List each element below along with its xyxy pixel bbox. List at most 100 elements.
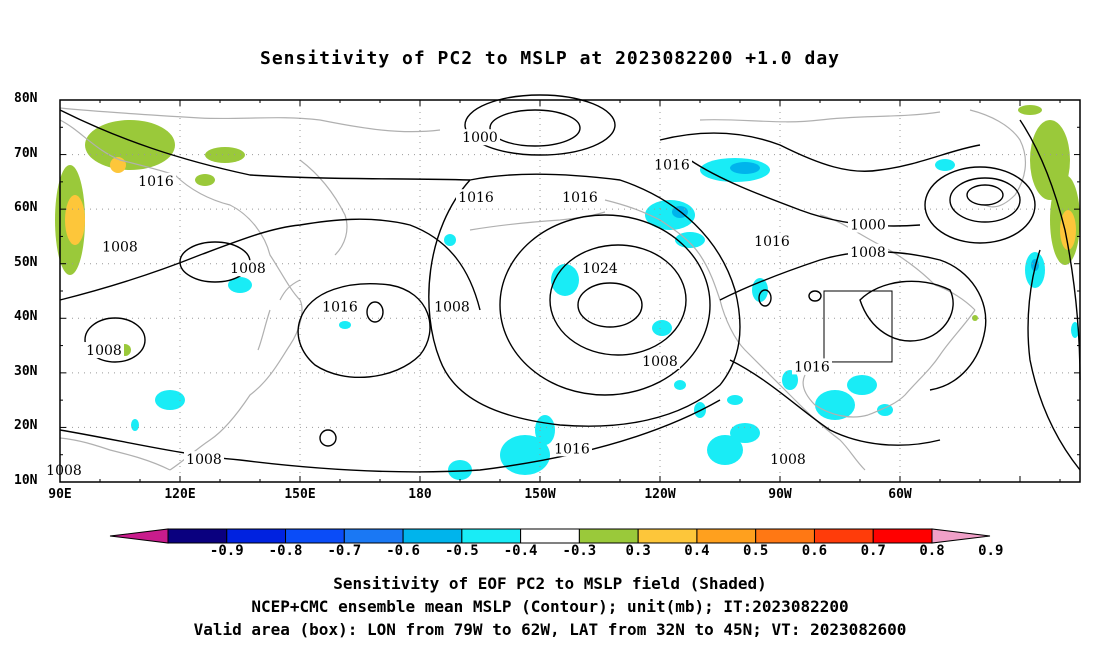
lon-label: 90W bbox=[768, 487, 792, 502]
colorbar-label: 0.9 bbox=[978, 543, 1004, 559]
caption-contour: NCEP+CMC ensemble mean MSLP (Contour); u… bbox=[251, 597, 849, 616]
colorbar-segment bbox=[343, 528, 404, 544]
colorbar-segment bbox=[637, 528, 698, 544]
sensitivity-patch bbox=[448, 460, 472, 480]
contour-label-bg bbox=[184, 451, 224, 468]
contour-label: 1016 bbox=[794, 359, 830, 375]
contour-label: 1016 bbox=[322, 299, 358, 315]
colorbar-label: 0.7 bbox=[860, 543, 886, 559]
colorbar-label: -0.7 bbox=[327, 543, 362, 559]
lon-label: 90E bbox=[48, 487, 72, 502]
sensitivity-patch bbox=[730, 423, 760, 443]
sensitivity-patch bbox=[730, 162, 760, 174]
contour-label: 1008 bbox=[850, 245, 886, 261]
sensitivity-patch bbox=[815, 390, 855, 420]
contour-label-bg bbox=[432, 298, 472, 315]
lon-label: 120W bbox=[644, 487, 676, 502]
contour-label: 1000 bbox=[462, 130, 498, 146]
contour-label: 1008 bbox=[102, 239, 138, 255]
sensitivity-patch bbox=[339, 321, 351, 329]
sensitivity-patch bbox=[85, 120, 175, 170]
caption-valid-area: Valid area (box): LON from 79W to 62W, L… bbox=[193, 620, 907, 639]
valid-area-box bbox=[823, 290, 893, 363]
lon-label: 180 bbox=[408, 487, 432, 502]
sensitivity-patch bbox=[707, 435, 743, 465]
lat-label: 20N bbox=[14, 418, 38, 434]
contour-label-bg bbox=[100, 238, 140, 255]
colorbar-segment bbox=[755, 528, 815, 544]
colorbar-segment bbox=[696, 528, 757, 544]
sensitivity-patch bbox=[847, 375, 877, 395]
contour-label: 1008 bbox=[642, 354, 678, 370]
sensitivity-patch bbox=[1018, 105, 1042, 115]
mslp-contours bbox=[59, 94, 1081, 473]
contour-label: 1008 bbox=[86, 343, 122, 359]
sensitivity-patch bbox=[674, 380, 686, 390]
colorbar-segment bbox=[872, 528, 933, 544]
sensitivity-patch bbox=[782, 370, 798, 390]
colorbar-segment bbox=[167, 528, 228, 544]
lat-label: 80N bbox=[14, 91, 38, 106]
valid-area-rect bbox=[823, 290, 893, 363]
colorbar-segment bbox=[520, 528, 580, 544]
colorbar-label: -0.9 bbox=[209, 543, 244, 559]
colorbar-label: -0.8 bbox=[268, 543, 303, 559]
colorbar-segment bbox=[226, 528, 287, 544]
contour-label-bg bbox=[552, 440, 592, 457]
sensitivity-patch bbox=[228, 277, 252, 293]
colorbar-segment bbox=[461, 528, 522, 544]
sensitivity-shading bbox=[55, 105, 1080, 480]
sensitivity-patch bbox=[972, 315, 978, 321]
colorbar-label: -0.3 bbox=[562, 543, 597, 559]
colorbar-label: 0.8 bbox=[919, 543, 945, 559]
contour-label: 1016 bbox=[458, 190, 494, 206]
contour-label-bg bbox=[136, 172, 176, 189]
lat-label: 10N bbox=[14, 473, 38, 488]
colorbar-label: 0.4 bbox=[684, 543, 710, 559]
contour-label: 1016 bbox=[654, 157, 690, 173]
sensitivity-patch bbox=[205, 147, 245, 163]
lat-label: 30N bbox=[14, 363, 38, 379]
contour-label-bg bbox=[752, 232, 792, 249]
contour-label-bg bbox=[228, 260, 268, 277]
axis-ticks bbox=[59, 99, 1080, 483]
contour-label: 1024 bbox=[582, 261, 618, 277]
colorbar-segment bbox=[285, 528, 345, 544]
lat-label: 60N bbox=[14, 200, 38, 216]
sensitivity-patch bbox=[65, 195, 85, 245]
sensitivity-patch bbox=[1060, 210, 1076, 250]
contour-label-bg bbox=[320, 298, 360, 315]
contour-label: 1008 bbox=[770, 452, 806, 468]
colorbar-label: 0.3 bbox=[625, 543, 651, 559]
contour-label-bg bbox=[560, 189, 600, 206]
colorbar-segment bbox=[402, 528, 463, 544]
sensitivity-patch bbox=[652, 320, 672, 336]
contour-label-bg bbox=[848, 216, 888, 233]
contour-label-bg bbox=[84, 342, 124, 359]
contour-label-bg bbox=[460, 129, 500, 146]
contour-label: 1008 bbox=[186, 452, 222, 468]
colorbar-left-arrow bbox=[109, 528, 169, 544]
grid-lines bbox=[60, 100, 1080, 482]
contour-label: 1016 bbox=[554, 441, 590, 457]
sensitivity-patch bbox=[195, 174, 215, 186]
sensitivity-patch bbox=[131, 419, 139, 431]
sensitivity-patch bbox=[444, 234, 456, 246]
contour-label: 1008 bbox=[230, 261, 266, 277]
colorbar-segment bbox=[578, 528, 639, 544]
colorbar bbox=[109, 528, 991, 544]
plot-title: Sensitivity of PC2 to MSLP at 2023082200… bbox=[259, 48, 840, 69]
colorbar-label: 0.5 bbox=[743, 543, 769, 559]
contour-label-bg bbox=[792, 358, 832, 375]
contour-labels: 1000 1016 1016 1016 1016 1016 1016 1016 1016 1024… bbox=[44, 129, 888, 479]
lat-label: 70N bbox=[14, 145, 38, 161]
contour-label: 1008 bbox=[434, 299, 470, 315]
colorbar-segment bbox=[813, 528, 874, 544]
contour-label-bg bbox=[44, 462, 84, 479]
sensitivity-patch bbox=[155, 390, 185, 410]
contour-label: 1016 bbox=[562, 190, 598, 206]
colorbar-label: -0.4 bbox=[503, 543, 538, 559]
contour-label-bg bbox=[640, 352, 680, 369]
contour-label-bg bbox=[580, 260, 620, 277]
